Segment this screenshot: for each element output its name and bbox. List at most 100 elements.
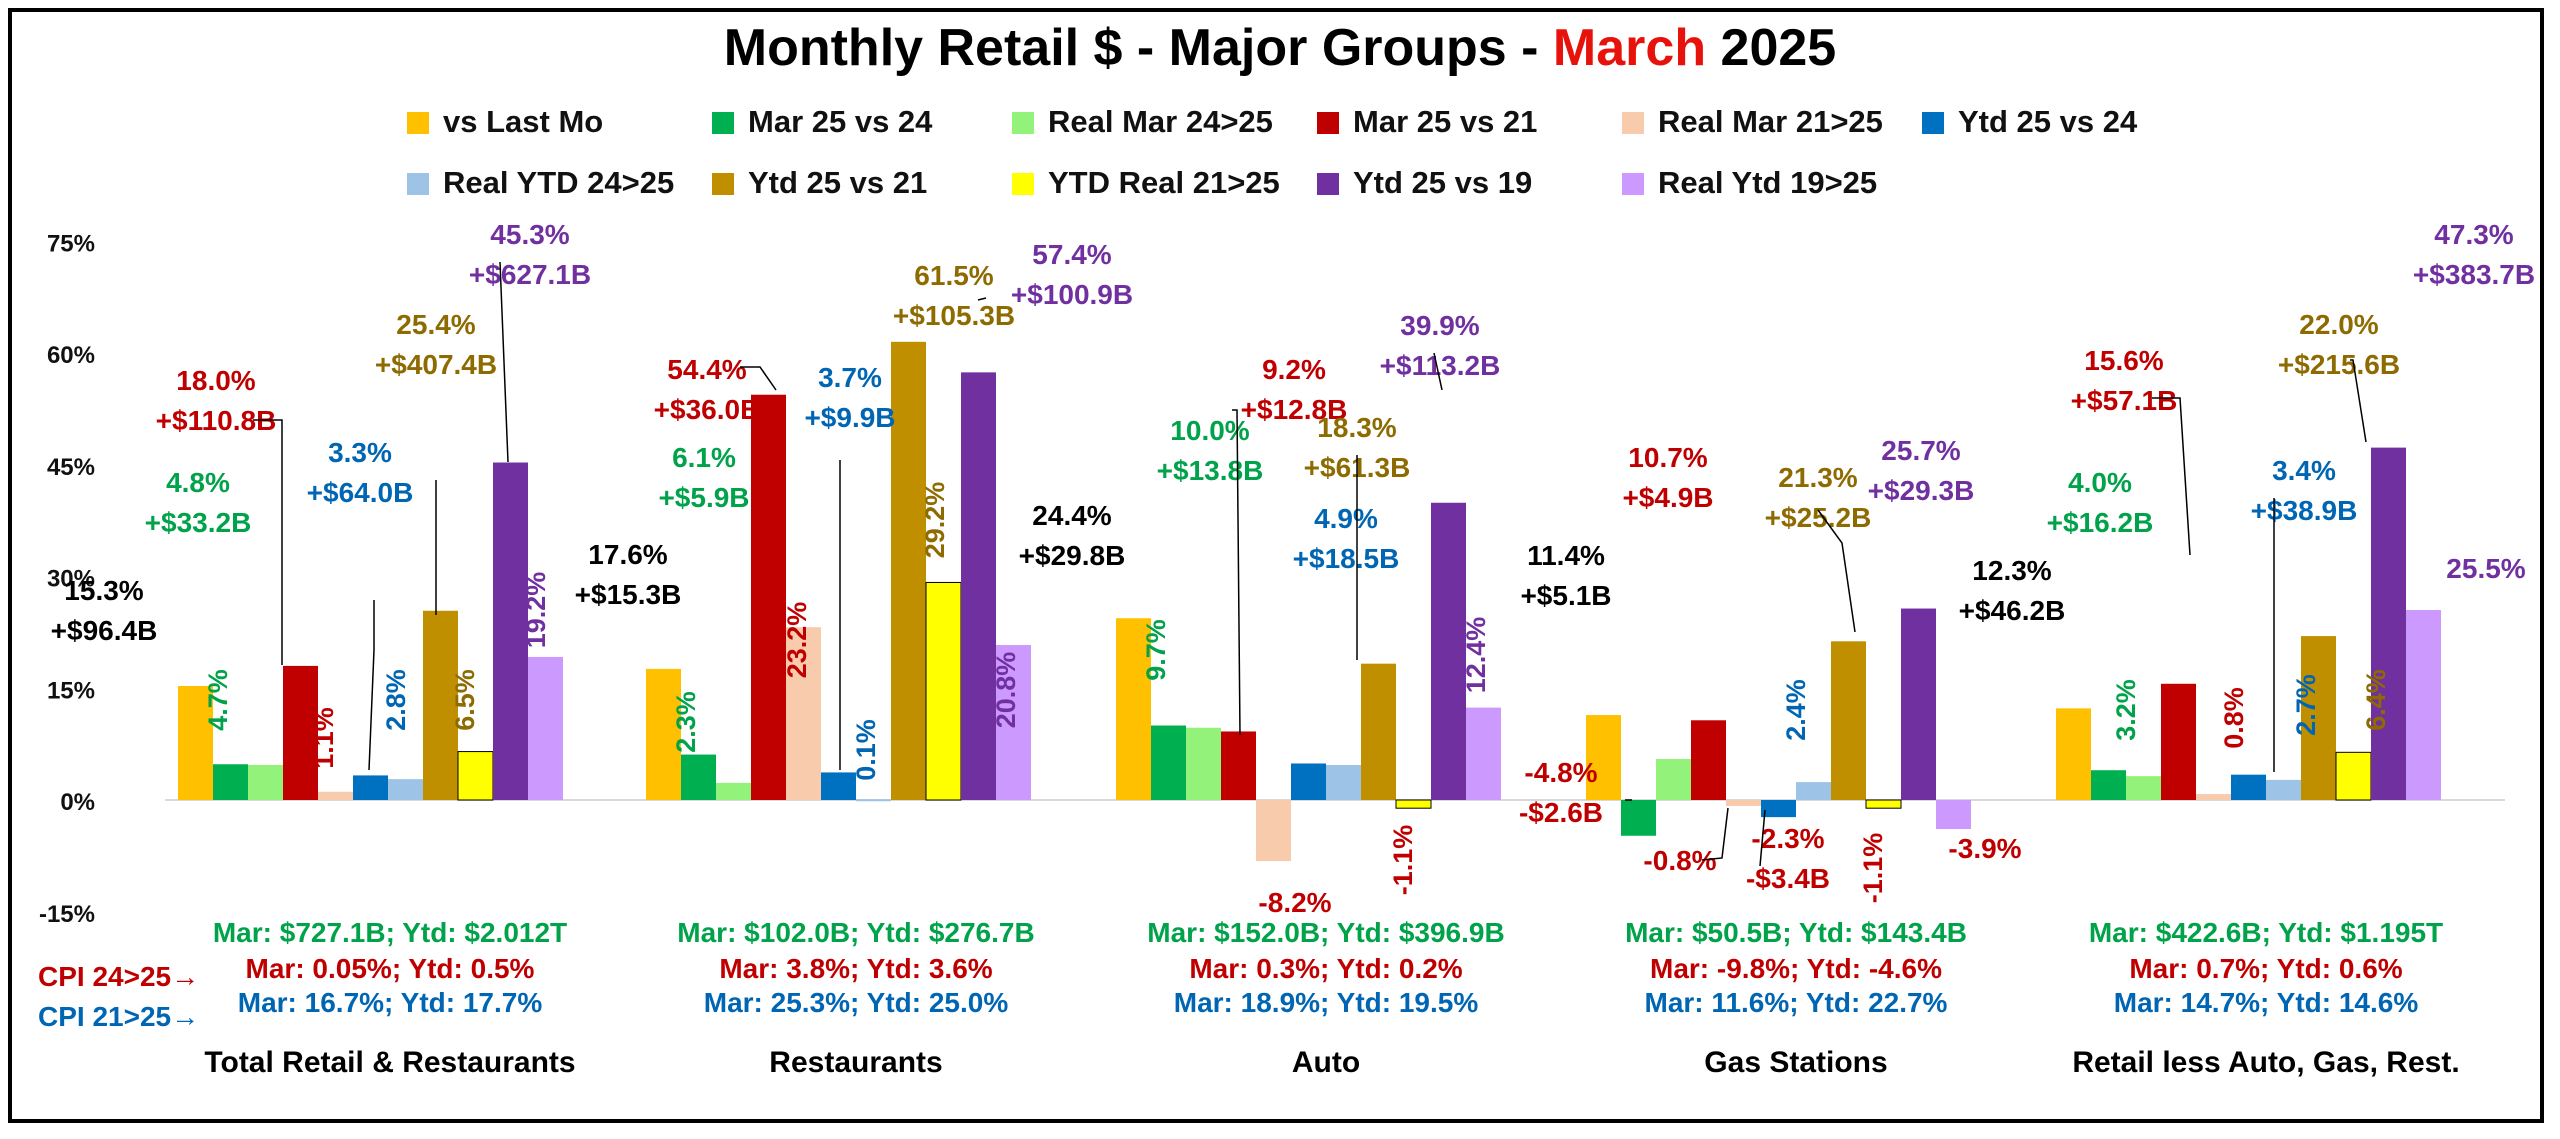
data-label-amt-0-9: +$627.1B — [469, 259, 591, 290]
bar-1-8 — [925, 581, 962, 801]
y-tick-label: 30% — [47, 566, 95, 593]
chart-frame — [8, 8, 2544, 1123]
legend-item-2: Real Mar 24>25 — [1012, 104, 1273, 140]
data-label-0-4: 1.1% — [309, 707, 339, 769]
legend-item-8: YTD Real 21>25 — [1012, 165, 1280, 201]
leader-line-3-5 — [1759, 809, 1766, 867]
footer-cpi_24_25-4: Mar: 0.7%; Ytd: 0.6% — [2129, 953, 2402, 984]
category-label-1: Restaurants — [769, 1046, 942, 1079]
bar-0-8 — [457, 751, 494, 801]
title-year: 2025 — [1706, 19, 1837, 77]
legend-swatch — [407, 173, 429, 195]
data-label-pct-0-1: 4.8% — [166, 467, 230, 498]
y-tick-label: 15% — [47, 677, 95, 704]
data-label-amt-0-1: +$33.2B — [145, 507, 252, 538]
legend-swatch — [1622, 173, 1644, 195]
bar-0-1 — [213, 764, 248, 800]
data-label-pct-2-7: 18.3% — [1317, 412, 1396, 443]
data-label-amt-2-9: +$113.2B — [1380, 350, 1501, 381]
legend-swatch — [1012, 112, 1034, 134]
data-label-pct-2-0: 24.4% — [1032, 500, 1111, 531]
bar-3-4 — [1726, 800, 1761, 806]
bar-2-1 — [1151, 725, 1186, 800]
data-label-amt-1-0: +$15.3B — [575, 579, 682, 610]
data-label-amt-3-1: -$2.6B — [1519, 797, 1603, 828]
cpi-24-25-row-label: CPI 24>25→ — [38, 961, 199, 992]
title-text: Monthly Retail $ - Major Groups - — [723, 19, 1553, 77]
bar-4-10 — [2406, 610, 2441, 800]
bar-1-1 — [681, 754, 716, 800]
data-label-0-8: 6.5% — [450, 669, 480, 731]
footer-cpi_21_25-4: Mar: 14.7%; Ytd: 14.6% — [2114, 987, 2419, 1018]
leader-line-0-3 — [253, 419, 283, 665]
footer-totals-3: Mar: $50.5B; Ytd: $143.4B — [1625, 917, 1967, 948]
data-label-pct-0-0: 15.3% — [64, 575, 143, 606]
data-label-3-6: 2.4% — [1781, 679, 1811, 741]
bar-2-10 — [1466, 707, 1501, 800]
bar-1-10 — [996, 645, 1031, 800]
y-tick-label: 75% — [47, 230, 95, 257]
legend-item-3: Mar 25 vs 21 — [1317, 104, 1537, 140]
data-label-amt-2-1: +$13.8B — [1157, 455, 1264, 486]
footer-totals-4: Mar: $422.6B; Ytd: $1.195T — [2089, 917, 2443, 948]
bar-4-5 — [2231, 774, 2266, 800]
bar-4-7 — [2301, 636, 2336, 800]
bar-4-3 — [2161, 683, 2196, 800]
data-label-pct-4-7: 22.0% — [2299, 309, 2378, 340]
data-label-pct-1-3: 54.4% — [667, 354, 746, 385]
data-label-amt-3-5: -$3.4B — [1746, 863, 1830, 894]
data-label-pct-4-10: 25.5% — [2446, 553, 2525, 584]
bar-3-0 — [1586, 715, 1621, 800]
legend-swatch — [1622, 112, 1644, 134]
bar-1-6 — [856, 799, 891, 802]
data-label-pct-1-1: 6.1% — [672, 442, 736, 473]
legend-label: Ytd 25 vs 21 — [748, 165, 928, 200]
data-label-pct-2-4: -8.2% — [1258, 887, 1331, 918]
data-label-amt-1-3: +$36.0B — [654, 394, 761, 425]
data-label-4-8: 6.4% — [2361, 669, 2391, 731]
legend-swatch — [1922, 112, 1944, 134]
data-label-amt-1-5: +$9.9B — [804, 402, 895, 433]
bar-3-5 — [1761, 800, 1796, 818]
legend-item-6: Real YTD 24>25 — [407, 165, 674, 201]
data-label-2-2: 9.7% — [1141, 619, 1171, 681]
data-label-pct-3-10: -3.9% — [1948, 833, 2021, 864]
legend-label: Ytd 25 vs 24 — [1958, 104, 2138, 139]
data-label-amt-2-0: +$29.8B — [1019, 540, 1126, 571]
bar-4-0 — [2056, 708, 2091, 800]
bar-2-5 — [1291, 763, 1326, 800]
data-label-pct-1-5: 3.7% — [818, 362, 882, 393]
data-label-2-8: -1.1% — [1388, 825, 1418, 896]
bar-2-2 — [1186, 727, 1221, 800]
data-label-amt-4-1: +$16.2B — [2047, 507, 2154, 538]
bar-2-9 — [1431, 502, 1466, 800]
data-label-1-4: 23.2% — [782, 602, 812, 679]
legend-item-1: Mar 25 vs 24 — [712, 104, 932, 140]
data-label-amt-0-0: +$96.4B — [51, 615, 158, 646]
data-label-pct-3-3: 10.7% — [1628, 442, 1707, 473]
bar-1-2 — [716, 782, 751, 800]
legend-item-5: Ytd 25 vs 24 — [1922, 104, 2137, 140]
bar-0-4 — [318, 791, 353, 800]
legend-item-10: Real Ytd 19>25 — [1622, 165, 1877, 201]
data-label-pct-3-7: 21.3% — [1778, 462, 1857, 493]
legend-label: YTD Real 21>25 — [1048, 165, 1280, 200]
chart-title: Monthly Retail $ - Major Groups - March … — [0, 18, 2560, 78]
data-label-pct-0-5: 3.3% — [328, 437, 392, 468]
bar-2-6 — [1326, 764, 1361, 800]
data-label-0-2: 4.7% — [203, 669, 233, 731]
data-label-pct-4-0: 12.3% — [1972, 555, 2051, 586]
footer-cpi_24_25-1: Mar: 3.8%; Ytd: 3.6% — [719, 953, 992, 984]
legend-label: Real Ytd 19>25 — [1658, 165, 1878, 200]
bar-0-0 — [178, 686, 213, 800]
data-label-amt-4-7: +$215.6B — [2278, 349, 2400, 380]
leader-line-4-3 — [2152, 397, 2191, 556]
legend-swatch — [1317, 173, 1339, 195]
legend-swatch — [407, 112, 429, 134]
bar-2-4 — [1256, 800, 1291, 862]
data-label-1-6: 0.1% — [851, 719, 881, 781]
data-label-pct-0-7: 25.4% — [396, 309, 475, 340]
data-label-pct-1-9: 57.4% — [1032, 239, 1111, 270]
leader-line-2-3 — [1232, 409, 1241, 736]
